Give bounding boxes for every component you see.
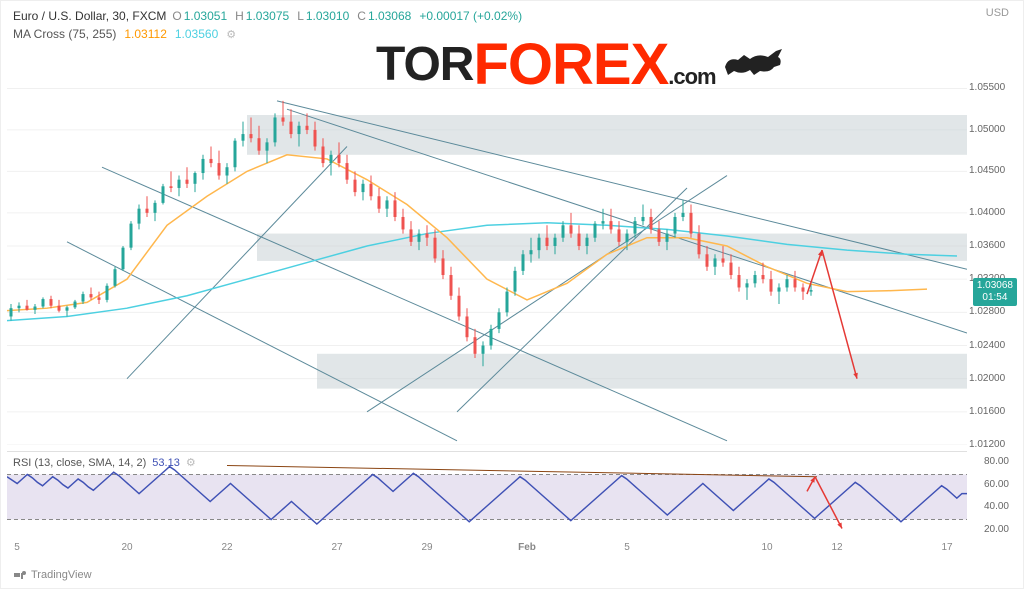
rsi-y-axis: 80.0060.0040.0020.00 — [965, 451, 1017, 541]
open-label: O — [172, 9, 181, 23]
ma-indicator-row: MA Cross (75, 255) 1.03112 1.03560 ⚙ — [13, 27, 236, 41]
chart-container: Euro / U.S. Dollar, 30, FXCM O1.03051 H1… — [0, 0, 1024, 589]
chart-header: Euro / U.S. Dollar, 30, FXCM O1.03051 H1… — [13, 9, 522, 23]
symbol-label[interactable]: Euro / U.S. Dollar, 30, FXCM — [13, 9, 166, 23]
open-value: 1.03051 — [184, 9, 227, 23]
price-y-axis: USD 1.055001.050001.045001.040001.036001… — [965, 47, 1017, 445]
ma-label[interactable]: MA Cross (75, 255) — [13, 27, 116, 41]
price-chart[interactable] — [7, 47, 967, 445]
current-price-tag: 1.03068 01:54 — [973, 278, 1017, 306]
close-value: 1.03068 — [368, 9, 411, 23]
change-value: +0.00017 (+0.02%) — [419, 9, 522, 23]
ma-slow-value: 1.03560 — [175, 27, 218, 41]
high-value: 1.03075 — [246, 9, 289, 23]
rsi-chart — [7, 452, 967, 542]
gear-icon[interactable]: ⚙ — [226, 28, 236, 41]
ma-fast-value: 1.03112 — [124, 27, 167, 41]
low-label: L — [297, 9, 304, 23]
close-label: C — [357, 9, 366, 23]
high-label: H — [235, 9, 244, 23]
tradingview-watermark[interactable]: TradingView — [13, 568, 92, 582]
currency-label: USD — [986, 7, 1009, 19]
time-x-axis: 520222729Feb5101217 — [7, 542, 967, 562]
low-value: 1.03010 — [306, 9, 349, 23]
tradingview-icon — [13, 568, 27, 582]
ohlc-block: O1.03051 H1.03075 L1.03010 C1.03068 +0.0… — [172, 9, 522, 23]
price-tag-timer: 01:54 — [977, 292, 1013, 304]
tradingview-text: TradingView — [31, 569, 92, 581]
rsi-panel[interactable]: RSI (13, close, SMA, 14, 2) 53.13 ⚙ — [7, 451, 967, 541]
price-tag-value: 1.03068 — [977, 280, 1013, 292]
